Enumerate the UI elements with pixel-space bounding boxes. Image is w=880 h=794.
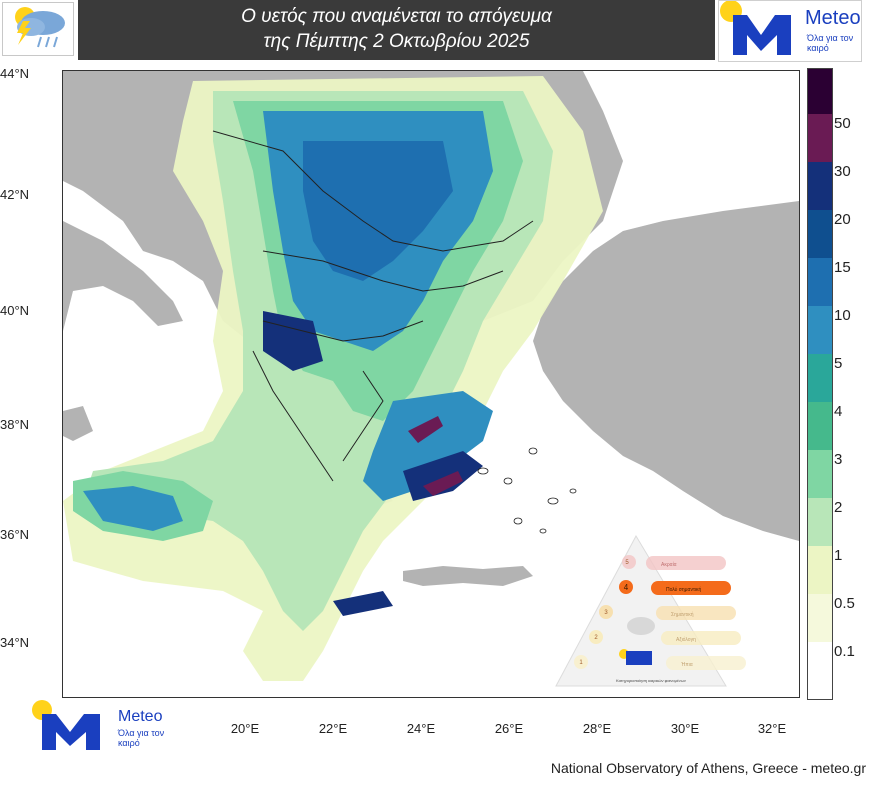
colorbar-segment-30 <box>808 114 832 162</box>
meteo-logo-top: Meteo Όλα για τον καιρό <box>718 0 862 62</box>
colorbar-label: 4 <box>834 403 843 420</box>
colorbar-segment-10 <box>808 258 832 306</box>
colorbar-label: 2 <box>834 499 843 516</box>
colorbar-label: 50 <box>834 115 851 132</box>
scale-desc-3: Σημαντική <box>671 611 694 618</box>
rain-cloud-icon <box>15 7 65 48</box>
colorbar-segment-3 <box>808 402 832 450</box>
scale-desc-5: Ακραία <box>661 562 677 568</box>
precip-colorbar <box>807 68 833 700</box>
title-line-2: της Πέμπτης 2 Οκτωβρίου 2025 <box>263 31 530 52</box>
map-canvas: 5 4 3 2 1 Ακραία Πολύ σημαντική Σημαντικ… <box>63 71 799 697</box>
colorbar-segment-4 <box>808 354 832 402</box>
colorbar-label: 15 <box>834 259 851 276</box>
scale-level-2: 2 <box>594 635 598 641</box>
precipitation-map: 5 4 3 2 1 Ακραία Πολύ σημαντική Σημαντικ… <box>62 70 800 698</box>
colorbar-segment-0-5 <box>808 546 832 594</box>
colorbar-segment-none <box>808 642 832 699</box>
scale-level-3: 3 <box>604 610 608 616</box>
colorbar-label: 0.5 <box>834 595 855 612</box>
border-lines <box>212 130 534 482</box>
colorbar-label: 20 <box>834 211 851 228</box>
colorbar-segment-50 <box>808 69 832 114</box>
colorbar-segment-20 <box>808 162 832 210</box>
title-header: Ο υετός που αναμένεται το απόγευμα της Π… <box>78 0 715 60</box>
credit-text: National Observatory of Athens, Greece -… <box>550 760 866 776</box>
meteo-logo-icon <box>720 0 791 55</box>
lat-label: 38°N <box>0 417 30 432</box>
islands <box>477 447 577 534</box>
weather-badge <box>2 2 74 56</box>
meteo-logo-bottom: Meteo Όλα για τον καιρό <box>30 700 180 756</box>
scale-level-1: 1 <box>579 660 583 666</box>
lon-label: 26°E <box>494 721 524 736</box>
risk-scale-card: 5 4 3 2 1 Ακραία Πολύ σημαντική Σημαντικ… <box>555 534 746 687</box>
colorbar-segment-2 <box>808 450 832 498</box>
lon-label: 28°E <box>582 721 612 736</box>
lat-label: 34°N <box>0 635 30 650</box>
lon-label: 24°E <box>406 721 436 736</box>
scale-desc-2: Αξιόλογη <box>676 636 696 643</box>
brand-name: Meteo <box>805 7 861 29</box>
lon-label: 30°E <box>670 721 700 736</box>
colorbar-segment-1 <box>808 498 832 546</box>
colorbar-label: 30 <box>834 163 851 180</box>
title-line-1: Ο υετός που αναμένεται το απόγευμα <box>241 6 552 27</box>
lat-label: 42°N <box>0 187 30 202</box>
scale-level-4: 4 <box>624 583 629 592</box>
colorbar-label: 3 <box>834 451 843 468</box>
lon-label: 32°E <box>757 721 787 736</box>
lat-label: 40°N <box>0 303 30 318</box>
lat-label: 44°N <box>0 66 30 81</box>
colorbar-label: 5 <box>834 355 843 372</box>
colorbar-label: 0.1 <box>834 643 855 660</box>
brand-tagline: Όλα για τον καιρό <box>118 728 165 748</box>
meteo-logo-icon <box>32 700 100 750</box>
lon-label: 22°E <box>318 721 348 736</box>
scale-footer: Κατηγοριοποίηση καιρικών φαινομένων <box>616 678 686 683</box>
colorbar-label: 1 <box>834 547 843 564</box>
colorbar-label: 10 <box>834 307 851 324</box>
colorbar-segment-5 <box>808 306 832 354</box>
scale-desc-4: Πολύ σημαντική <box>666 586 702 593</box>
lon-label: 20°E <box>230 721 260 736</box>
colorbar-segment-15 <box>808 210 832 258</box>
lat-label: 36°N <box>0 527 30 542</box>
brand-name: Meteo <box>118 708 163 725</box>
precip-layer <box>63 76 603 681</box>
colorbar-segment-0-1 <box>808 594 832 642</box>
scale-level-5: 5 <box>625 560 629 566</box>
brand-tagline: Όλα για τον καιρό <box>807 33 854 53</box>
scale-desc-1: Ήπια <box>680 662 693 668</box>
